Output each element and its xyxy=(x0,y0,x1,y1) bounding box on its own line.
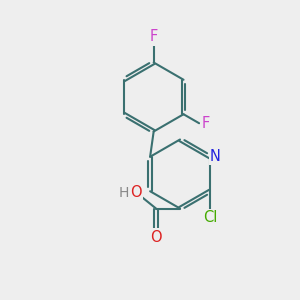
Text: O: O xyxy=(150,230,162,244)
Text: F: F xyxy=(202,116,210,131)
Text: Cl: Cl xyxy=(203,210,217,225)
Text: F: F xyxy=(149,29,158,44)
Text: N: N xyxy=(210,149,221,164)
Text: H: H xyxy=(119,186,129,200)
Text: O: O xyxy=(130,185,142,200)
